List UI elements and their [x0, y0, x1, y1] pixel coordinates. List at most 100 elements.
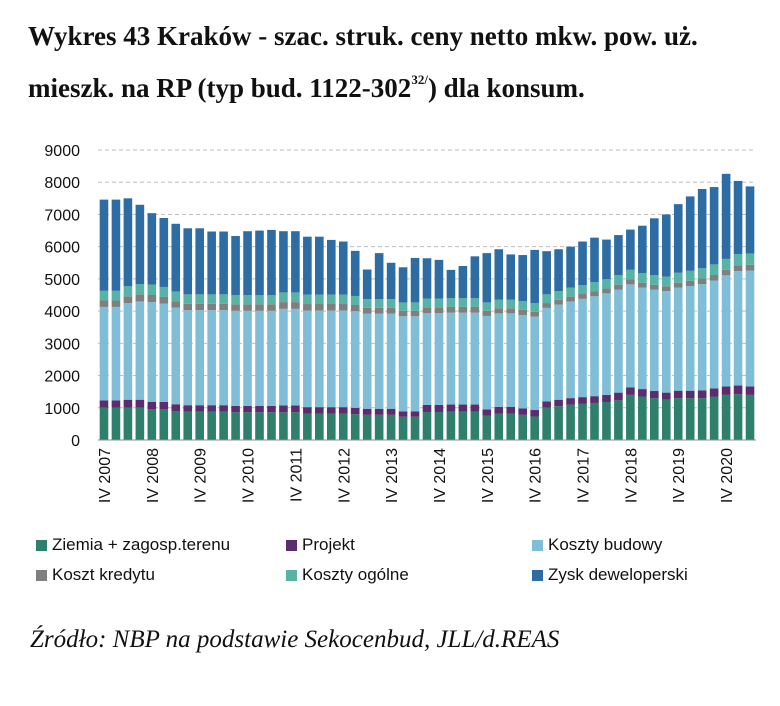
bar-segment [697, 398, 707, 440]
bar-segment [614, 284, 623, 290]
bar-segment [243, 231, 252, 295]
bar-segment [542, 401, 551, 408]
bar-segment [362, 313, 372, 409]
bar-segment [566, 246, 575, 288]
bar-segment [721, 275, 731, 387]
bar-segment [326, 294, 336, 305]
bar-segment [602, 401, 611, 440]
bar-segment [398, 411, 408, 417]
bar-segment [506, 254, 516, 300]
bar-segment [578, 403, 587, 440]
bar-segment [422, 298, 432, 308]
bar-segment [195, 228, 204, 295]
bar-segment [685, 285, 695, 391]
bar-segment [446, 298, 456, 307]
y-tick-label: 9000 [44, 143, 80, 160]
y-tick-label: 4000 [44, 304, 80, 321]
bar-segment [135, 399, 145, 408]
bar-segment [554, 304, 563, 400]
bar-segment [494, 406, 504, 414]
bar-segment [434, 298, 444, 308]
bar-segment [183, 405, 193, 412]
bar-segment [243, 295, 252, 305]
bar-segment [147, 401, 157, 410]
bar-segment [685, 398, 695, 440]
bar-segment [386, 307, 396, 314]
bar-segment [685, 196, 695, 271]
bar-segment [673, 398, 683, 440]
bar-segment [279, 302, 288, 309]
bar-segment [338, 294, 348, 305]
bar-segment [494, 308, 504, 314]
bar-segment [721, 386, 731, 395]
bar-segment [219, 294, 228, 304]
bar-segment [99, 199, 109, 291]
bar-segment [661, 399, 671, 440]
bar-segment [183, 303, 193, 311]
legend-label-ziemia: Ziemia + zagosp.terenu [52, 535, 231, 554]
bar-segment [590, 237, 599, 283]
bar-segment [291, 405, 300, 413]
bar-segment [123, 399, 133, 408]
bar-segment [338, 310, 348, 408]
bar-segment [207, 310, 216, 406]
bar-segment [279, 405, 288, 413]
legend-label-zysk: Zysk deweloperski [548, 565, 688, 584]
bar-segment [326, 407, 336, 414]
bar-segment [590, 396, 599, 403]
bar-segment [159, 296, 169, 304]
bar-segment [482, 315, 492, 410]
bar-segment [386, 414, 396, 440]
bar-segment [733, 265, 743, 272]
bar-segment [626, 269, 635, 280]
bar-segment [291, 412, 300, 440]
bar-segment [709, 280, 719, 389]
bar-segment [338, 407, 348, 414]
bar-segment [183, 411, 193, 440]
bar-segment [542, 303, 551, 308]
legend-swatch-ziemia [36, 539, 47, 551]
bar-segment [530, 316, 539, 411]
bar-segment [159, 401, 169, 410]
bar-segment [661, 286, 671, 292]
bar-segment [506, 308, 516, 314]
bar-segment [542, 407, 551, 440]
bar-segment [697, 278, 707, 285]
bar-segment [745, 394, 755, 440]
bar-segment [362, 408, 372, 415]
bar-segment [733, 394, 743, 440]
x-tick-label: IV 2020 [719, 448, 736, 503]
bar-segment [614, 275, 623, 285]
bar-segment [458, 306, 468, 313]
bar-segment [159, 303, 169, 402]
bar-segment [410, 310, 420, 317]
bar-segment [470, 298, 480, 307]
bar-segment [350, 304, 360, 312]
bar-segment [147, 213, 157, 285]
bars [99, 173, 755, 440]
bar-segment [135, 407, 145, 440]
bar-segment [99, 407, 109, 440]
bar-segment [219, 231, 228, 295]
bar-segment [315, 310, 324, 408]
bar-segment [183, 228, 193, 295]
bar-segment [590, 291, 599, 297]
bar-segment [721, 394, 731, 440]
bar-segment [745, 270, 755, 387]
bar-segment [494, 413, 504, 440]
bar-segment [219, 303, 228, 311]
bar-segment [566, 301, 575, 399]
bar-segment [470, 312, 480, 405]
legend-swatch-projekt [286, 539, 297, 551]
bar-segment [279, 292, 288, 303]
bar-segment [386, 408, 396, 415]
legend-label-projekt: Projekt [302, 535, 355, 554]
bar-segment [494, 313, 504, 407]
bar-segment [195, 405, 204, 412]
bar-segment [446, 306, 456, 313]
bar-segment [195, 310, 204, 406]
bar-segment [446, 411, 456, 440]
bar-segment [374, 313, 384, 409]
bar-segment [195, 294, 204, 304]
bar-segment [709, 388, 719, 397]
